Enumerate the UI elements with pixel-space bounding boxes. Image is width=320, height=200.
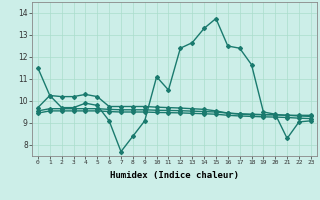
X-axis label: Humidex (Indice chaleur): Humidex (Indice chaleur) xyxy=(110,171,239,180)
